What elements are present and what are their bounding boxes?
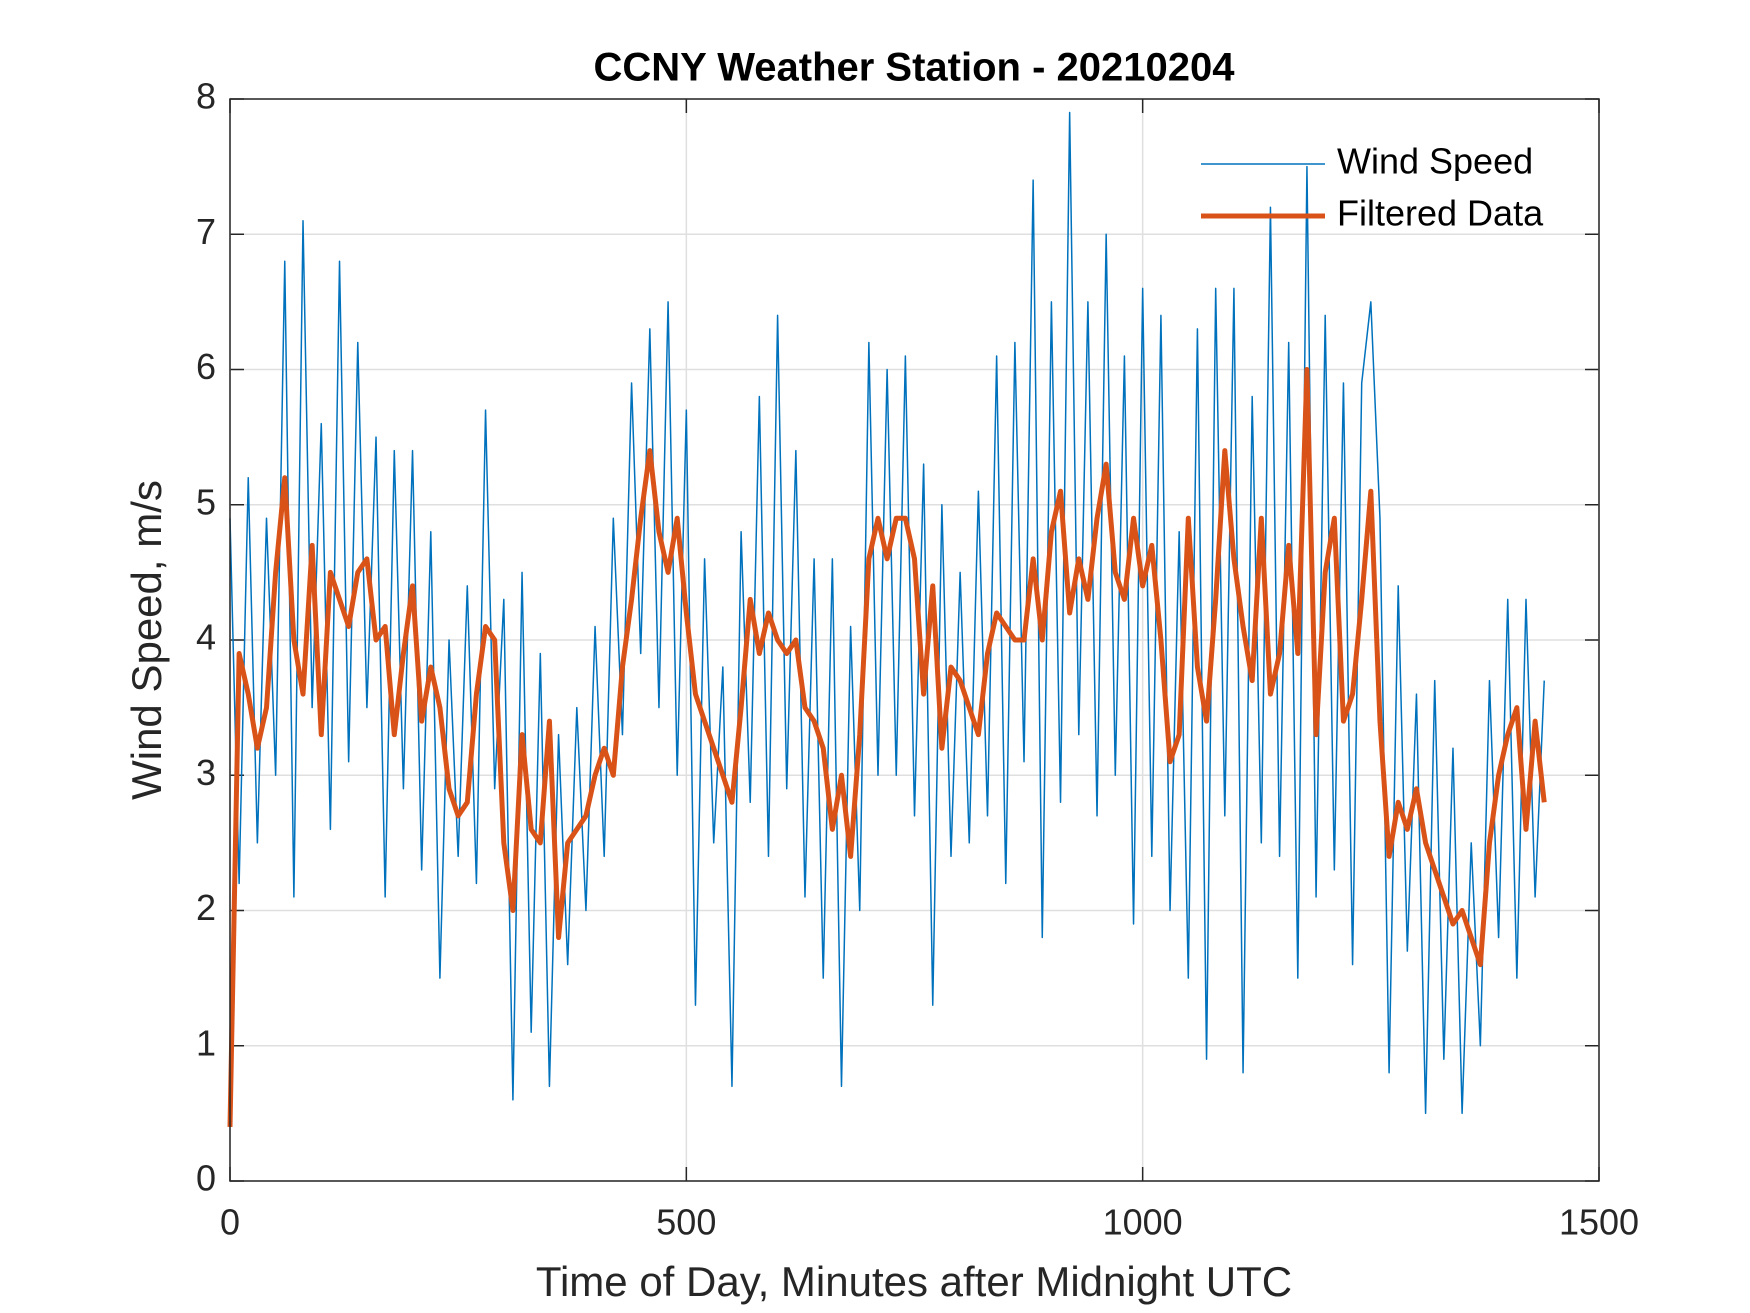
data-line	[227, 367, 1547, 1127]
y-tick-label: 4	[196, 617, 216, 658]
y-tick-label: 1	[196, 1022, 216, 1063]
y-tick-label: 5	[196, 481, 216, 522]
y-tick-label: 3	[196, 752, 216, 793]
x-axis-label: Time of Day, Minutes after Midnight UTC	[536, 1258, 1292, 1305]
data-line	[229, 111, 1545, 1115]
y-tick-label: 0	[196, 1158, 216, 1199]
legend-label: Wind Speed	[1337, 141, 1533, 182]
x-tick-label: 1000	[1103, 1202, 1183, 1243]
y-axis-label: Wind Speed, m/s	[123, 480, 170, 800]
x-tick-label: 0	[220, 1202, 240, 1243]
x-tick-label: 1500	[1559, 1202, 1639, 1243]
chart-title: CCNY Weather Station - 20210204	[594, 46, 1236, 90]
y-tick-label: 2	[196, 887, 216, 928]
plot-box	[229, 98, 1600, 1182]
y-tick-label: 7	[196, 211, 216, 252]
y-tick-label: 8	[196, 76, 216, 117]
legend-label: Filtered Data	[1337, 193, 1544, 234]
y-tick-label: 6	[196, 346, 216, 387]
x-tick-label: 500	[656, 1202, 716, 1243]
